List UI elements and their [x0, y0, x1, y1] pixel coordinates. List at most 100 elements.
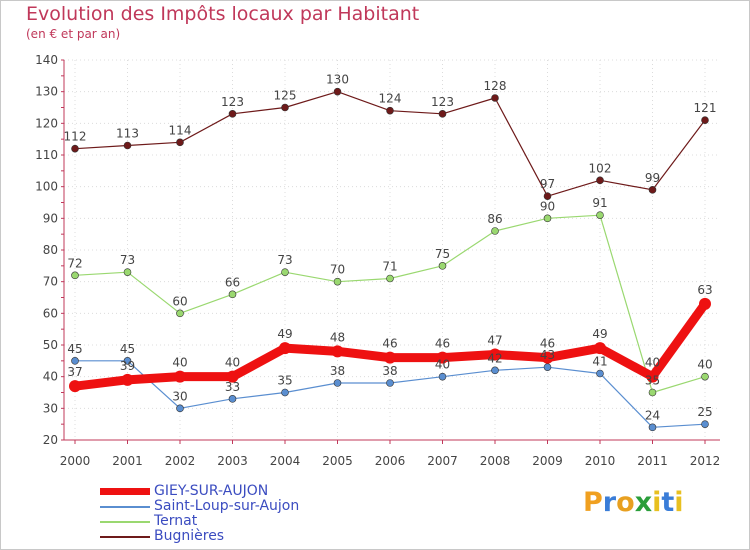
- data-point-giey-sur-aujon: [121, 373, 134, 386]
- data-point-bugni-res: [491, 94, 499, 102]
- data-label-bugni-res: 123: [431, 95, 454, 109]
- data-point-giey-sur-aujon: [384, 351, 396, 364]
- y-tick-label-20: 20: [43, 433, 58, 447]
- data-point-bugni-res: [123, 141, 132, 150]
- data-label-giey-sur-aujon: 49: [277, 327, 292, 341]
- data-point-bugni-res: [386, 106, 394, 115]
- logo-letter: x: [634, 487, 653, 518]
- data-point-ternat: [123, 268, 132, 276]
- data-label-bugni-res: 99: [645, 171, 660, 185]
- x-tick-label-2000: 2000: [60, 454, 91, 468]
- data-label-giey-sur-aujon: 48: [330, 330, 345, 344]
- data-point-bugni-res: [71, 144, 79, 153]
- data-label-saint-loup-sur-aujon: 45: [67, 342, 82, 356]
- logo-letter: o: [616, 487, 635, 518]
- data-point-saint-loup-sur-aujon: [228, 395, 237, 403]
- logo-letter: i: [674, 487, 684, 518]
- data-label-ternat: 90: [540, 199, 555, 213]
- data-point-giey-sur-aujon: [331, 345, 344, 358]
- data-point-ternat: [438, 262, 447, 270]
- data-label-giey-sur-aujon: 40: [645, 356, 660, 370]
- data-point-saint-loup-sur-aujon: [386, 379, 394, 387]
- data-label-saint-loup-sur-aujon: 40: [435, 358, 450, 372]
- data-label-layer: 112 113 114 123 125 130 124 123 128 97 102 99 121 72 7…: [64, 73, 717, 423]
- data-label-giey-sur-aujon: 39: [120, 359, 135, 373]
- data-point-bugni-res: [228, 110, 237, 118]
- legend-label-saint-loup: Saint-Loup-sur-Aujon: [154, 498, 300, 514]
- data-label-saint-loup-sur-aujon: 24: [645, 408, 660, 422]
- data-point-saint-loup-sur-aujon: [71, 357, 79, 365]
- data-point-giey-sur-aujon: [279, 342, 291, 355]
- data-point-ternat: [648, 388, 657, 397]
- data-label-saint-loup-sur-aujon: 38: [330, 364, 345, 378]
- x-tick-label-2004: 2004: [270, 454, 301, 468]
- data-label-giey-sur-aujon: 37: [67, 365, 82, 379]
- data-point-ternat: [491, 227, 499, 235]
- x-tick-label-2003: 2003: [217, 454, 248, 468]
- legend-swatch-ternat: [100, 521, 150, 523]
- data-point-giey-sur-aujon: [594, 342, 606, 355]
- data-point-bugni-res: [281, 103, 289, 112]
- legend-label-bugnieres: Bugnières: [154, 528, 225, 544]
- data-point-bugni-res: [438, 110, 447, 118]
- data-point-saint-loup-sur-aujon: [438, 372, 447, 381]
- data-label-ternat: 73: [277, 253, 292, 267]
- series-layer: [69, 87, 711, 432]
- chart-subtitle: (en € et par an): [26, 27, 121, 41]
- data-point-giey-sur-aujon: [226, 370, 239, 383]
- data-label-bugni-res: 112: [64, 130, 87, 144]
- data-point-giey-sur-aujon: [489, 348, 501, 361]
- data-label-ternat: 71: [382, 260, 397, 274]
- y-tick-label-80: 80: [43, 243, 58, 257]
- x-tick-label-2008: 2008: [480, 454, 511, 468]
- data-label-bugni-res: 130: [326, 73, 349, 87]
- x-tick-label-2011: 2011: [637, 454, 668, 468]
- data-label-ternat: 73: [120, 253, 135, 267]
- y-tick-label-90: 90: [43, 211, 58, 225]
- data-label-saint-loup-sur-aujon: 25: [697, 405, 712, 419]
- data-point-saint-loup-sur-aujon: [176, 404, 184, 413]
- legend-swatch-giey: [100, 488, 150, 495]
- data-point-ternat: [176, 309, 184, 318]
- y-tick-label-70: 70: [43, 275, 58, 289]
- data-label-giey-sur-aujon: 46: [435, 337, 450, 351]
- data-label-saint-loup-sur-aujon: 43: [540, 348, 555, 362]
- data-point-ternat: [543, 214, 552, 223]
- data-label-giey-sur-aujon: 46: [540, 337, 555, 351]
- data-label-ternat: 75: [435, 247, 450, 261]
- data-label-ternat: 72: [67, 256, 82, 270]
- data-label-ternat: 86: [487, 212, 502, 226]
- x-tick-label-2002: 2002: [165, 454, 196, 468]
- data-point-giey-sur-aujon: [699, 297, 711, 310]
- data-point-ternat: [701, 372, 709, 381]
- data-point-bugni-res: [333, 87, 342, 96]
- data-point-saint-loup-sur-aujon: [333, 379, 342, 387]
- data-label-giey-sur-aujon: 40: [225, 356, 240, 370]
- legend-label-ternat: Ternat: [154, 513, 198, 529]
- legend-label-giey: GIEY-SUR-AUJON: [154, 483, 269, 499]
- data-label-giey-sur-aujon: 40: [172, 356, 187, 370]
- y-tick-label-30: 30: [43, 401, 58, 415]
- y-tick-label-100: 100: [35, 180, 58, 194]
- x-tick-label-2010: 2010: [585, 454, 616, 468]
- data-point-saint-loup-sur-aujon: [648, 423, 657, 432]
- y-tick-label-60: 60: [43, 306, 58, 320]
- data-point-saint-loup-sur-aujon: [701, 420, 709, 428]
- proxiti-logo: Proxiti: [583, 487, 684, 518]
- legend-swatch-saint-loup: [100, 506, 150, 508]
- data-label-giey-sur-aujon: 46: [382, 337, 397, 351]
- data-point-ternat: [333, 277, 342, 286]
- data-point-saint-loup-sur-aujon: [281, 388, 289, 397]
- y-tick-label-130: 130: [35, 85, 58, 99]
- data-label-bugni-res: 128: [484, 79, 507, 93]
- logo-letter: i: [652, 487, 662, 518]
- data-label-saint-loup-sur-aujon: 33: [225, 380, 240, 394]
- y-tick-label-140: 140: [35, 53, 58, 67]
- data-label-saint-loup-sur-aujon: 45: [120, 342, 135, 356]
- data-label-bugni-res: 102: [589, 161, 612, 175]
- axis-layer: 20 30 40 50 60 70 80 90 100 110 120 130 140 2000 2001 2…: [35, 53, 720, 468]
- y-tick-label-110: 110: [35, 148, 58, 162]
- data-point-giey-sur-aujon: [436, 351, 449, 364]
- data-point-ternat: [281, 268, 289, 276]
